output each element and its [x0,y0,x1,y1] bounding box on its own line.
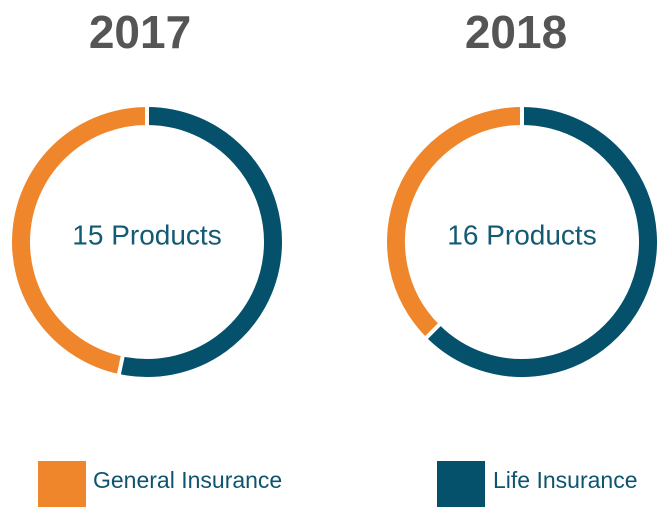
legend-swatch [38,461,86,507]
legend-label: General Insurance [93,467,282,493]
chart-title: 2017 [89,6,191,58]
legend-label: Life Insurance [493,467,637,493]
center-label: 15 Products [72,219,221,250]
chart-title: 2018 [465,6,567,58]
donut-segment [426,107,657,377]
donut-segment [118,107,282,377]
donut-segment [387,107,523,338]
center-label: 16 Products [447,219,596,250]
segment-gap [418,316,448,346]
donut-segment [12,107,148,375]
segment-gap [115,347,127,384]
legend-swatch [437,461,485,507]
